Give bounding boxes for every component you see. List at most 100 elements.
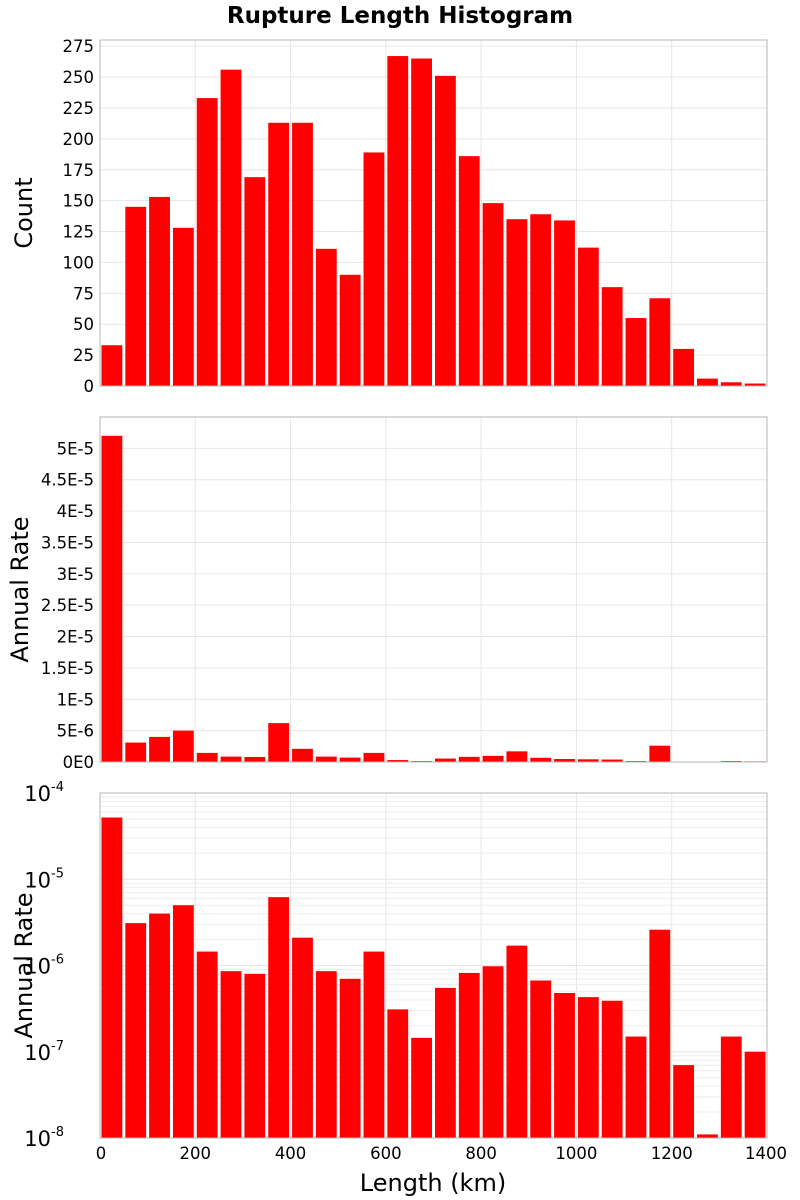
y-tick-label: 2E-5 — [57, 628, 94, 647]
x-tick-label: 1200 — [651, 1144, 693, 1163]
bar — [172, 730, 194, 762]
bar — [244, 973, 266, 1138]
bar — [244, 177, 266, 386]
bar — [149, 913, 170, 1138]
bar — [220, 69, 242, 387]
y-tick-label: 4.5E-5 — [41, 471, 94, 490]
y-axis-label: Annual Rate — [10, 892, 38, 1038]
x-tick-label: 800 — [465, 1144, 497, 1163]
bar — [458, 972, 480, 1138]
y-tick-label: 0 — [84, 377, 95, 396]
bar — [530, 980, 552, 1138]
bar — [744, 1051, 766, 1138]
bar — [125, 742, 147, 762]
y-tick-label: 175 — [63, 161, 95, 180]
y-tick-label: 5E-5 — [57, 439, 94, 458]
tick-base: 10 — [24, 782, 51, 806]
y-tick-label: 125 — [63, 223, 95, 242]
x-ticks: 0 200 400 600 800 1000 1200 1400 — [96, 1144, 787, 1163]
bar — [363, 152, 385, 386]
bar — [315, 971, 337, 1138]
x-tick-label: 1400 — [745, 1144, 787, 1163]
y-tick-label: 10-5 — [24, 866, 64, 892]
bar — [435, 758, 456, 762]
panel-2-frame — [99, 416, 768, 763]
bar — [435, 987, 456, 1138]
bar — [387, 56, 409, 387]
x-tick-label: 600 — [370, 1144, 402, 1163]
bar — [292, 937, 313, 1138]
y-tick-label: 50 — [73, 315, 94, 334]
bar — [744, 383, 766, 386]
bar — [339, 274, 361, 386]
panel-2-bars — [101, 435, 766, 762]
y-tick-label: 2.5E-5 — [41, 596, 94, 615]
x-tick-label: 1000 — [555, 1144, 597, 1163]
bar — [101, 435, 123, 762]
bar — [458, 156, 480, 386]
bar — [268, 122, 290, 387]
y-tick-label: 75 — [73, 284, 94, 303]
x-axis-label: Length (km) — [360, 1169, 506, 1197]
bar — [268, 723, 290, 762]
y-tick-label: 10-7 — [24, 1039, 64, 1065]
panel-1-y-ticks: 0 25 50 75 100 125 150 175 200 225 250 275 — [63, 37, 95, 396]
bar — [577, 759, 599, 762]
x-tick-label: 0 — [96, 1144, 107, 1163]
y-tick-label: 10-6 — [24, 953, 64, 979]
tick-base: 10 — [24, 1041, 51, 1065]
y-tick-label: 100 — [63, 253, 95, 272]
panel-1-frame — [99, 39, 768, 387]
tick-base: 10 — [24, 1127, 51, 1151]
panel-3-bars — [101, 817, 766, 1138]
bar — [244, 756, 266, 762]
y-tick-label: 1.5E-5 — [41, 659, 94, 678]
y-tick-label: 5E-6 — [57, 722, 94, 741]
bar — [363, 951, 385, 1138]
bar — [482, 966, 504, 1138]
bar — [601, 287, 623, 386]
bar — [172, 227, 194, 386]
panel-2-grid — [99, 417, 768, 763]
y-tick-label: 225 — [63, 99, 95, 118]
bar — [411, 1037, 432, 1138]
panel-3-y-ticks: 10-410-510-610-710-8 — [24, 780, 64, 1151]
bar — [649, 298, 671, 386]
bar — [506, 219, 528, 386]
panel-1: 0 25 50 75 100 125 150 175 200 225 250 275 Count — [10, 37, 768, 396]
bar — [196, 98, 218, 386]
y-tick-label: 10-8 — [24, 1125, 64, 1151]
bar — [315, 756, 337, 762]
y-tick-label: 10-4 — [24, 780, 64, 806]
bar — [220, 971, 242, 1138]
bar — [196, 752, 218, 762]
bar — [673, 1065, 695, 1138]
y-axis-label: Count — [10, 177, 38, 248]
tick-exponent: -6 — [51, 953, 64, 968]
bar — [649, 929, 671, 1138]
bar — [292, 122, 313, 387]
x-tick-label: 200 — [180, 1144, 212, 1163]
bar — [125, 923, 147, 1138]
panel-2-y-ticks: 0E0 5E-6 1E-5 1.5E-5 2E-5 2.5E-5 3E-5 3.5E-5 4E-… — [41, 439, 94, 772]
tick-exponent: -4 — [51, 780, 64, 795]
y-tick-label: 3.5E-5 — [41, 533, 94, 552]
tick-base: 10 — [24, 955, 51, 979]
y-tick-label: 250 — [63, 68, 95, 87]
bar — [554, 992, 575, 1138]
bar — [339, 978, 361, 1138]
bar — [506, 751, 528, 762]
bar — [577, 247, 599, 386]
y-axis-label: Annual Rate — [6, 516, 34, 662]
bar — [387, 1009, 409, 1138]
bar — [720, 382, 742, 386]
bar — [315, 248, 337, 386]
bar — [530, 757, 552, 762]
bar — [125, 206, 147, 386]
y-tick-label: 25 — [73, 346, 94, 365]
figure-title: Rupture Length Histogram — [227, 3, 573, 29]
x-tick-label: 400 — [275, 1144, 307, 1163]
tick-exponent: -7 — [51, 1039, 64, 1054]
